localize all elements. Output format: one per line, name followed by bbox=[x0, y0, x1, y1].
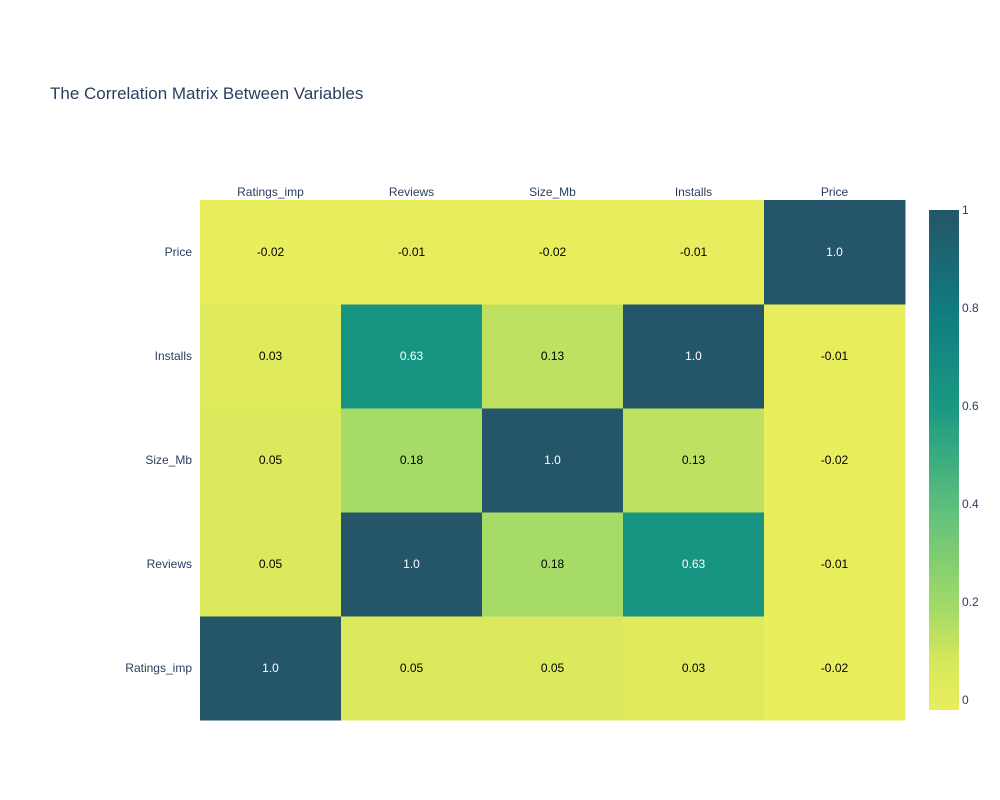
heatmap-cell bbox=[482, 616, 624, 721]
x-axis-labels: Ratings_imp Reviews Size_Mb Installs Price bbox=[237, 185, 848, 199]
heatmap-cell bbox=[764, 304, 906, 409]
cell-value-label: 0.05 bbox=[400, 661, 424, 675]
cell-value-label: -0.01 bbox=[821, 349, 849, 363]
y-tick-label: Reviews bbox=[147, 557, 192, 571]
heatmap-cell bbox=[200, 408, 342, 513]
heatmap-cell bbox=[764, 616, 906, 721]
colorbar-tick-label: 1 bbox=[962, 203, 969, 217]
x-tick-label: Ratings_imp bbox=[237, 185, 304, 199]
y-tick-label: Size_Mb bbox=[145, 453, 192, 467]
heatmap-cell bbox=[764, 408, 906, 513]
cell-value-label: 1.0 bbox=[403, 557, 420, 571]
cell-value-label: 0.63 bbox=[682, 557, 706, 571]
heatmap-cell bbox=[200, 304, 342, 409]
colorbar-tick-label: 0.6 bbox=[962, 399, 979, 413]
x-tick-label: Installs bbox=[675, 185, 712, 199]
heatmap-cell bbox=[623, 304, 765, 409]
heatmap-cell bbox=[623, 512, 765, 617]
cell-value-label: 1.0 bbox=[826, 245, 843, 259]
heatmap-cell bbox=[623, 408, 765, 513]
cell-value-label: 0.18 bbox=[400, 453, 424, 467]
colorbar-gradient bbox=[929, 210, 959, 710]
heatmap-cell bbox=[341, 512, 483, 617]
heatmap-cell bbox=[341, 200, 483, 305]
heatmap-cell bbox=[200, 616, 342, 721]
heatmap-cell bbox=[200, 200, 342, 305]
cell-value-label: 0.05 bbox=[541, 661, 565, 675]
cell-value-label: 1.0 bbox=[262, 661, 279, 675]
cell-value-label: -0.01 bbox=[398, 245, 426, 259]
cell-value-label: -0.01 bbox=[680, 245, 708, 259]
cell-value-label: -0.02 bbox=[539, 245, 567, 259]
x-tick-label: Reviews bbox=[389, 185, 434, 199]
cell-value-label: -0.02 bbox=[821, 661, 849, 675]
cell-value-label: -0.02 bbox=[821, 453, 849, 467]
cell-value-label: 0.18 bbox=[541, 557, 565, 571]
chart-title: The Correlation Matrix Between Variables bbox=[50, 84, 364, 103]
heatmap-cell bbox=[623, 616, 765, 721]
heatmap-cell bbox=[482, 304, 624, 409]
heatmap-cell bbox=[764, 200, 906, 305]
x-tick-label: Price bbox=[821, 185, 849, 199]
y-tick-label: Price bbox=[165, 245, 193, 259]
heatmap-cell bbox=[341, 304, 483, 409]
heatmap-cells: 1.0 0.05 0.05 0.03 -0.02 0.05 1.0 0.18 0.63 -0.01… bbox=[200, 200, 906, 721]
colorbar-ticks: 0 0.2 0.4 0.6 0.8 1 bbox=[962, 203, 979, 707]
y-tick-label: Installs bbox=[155, 349, 192, 363]
x-tick-label: Size_Mb bbox=[529, 185, 576, 199]
heatmap-cell bbox=[482, 200, 624, 305]
y-axis-labels: Ratings_imp Reviews Size_Mb Installs Price bbox=[125, 245, 192, 675]
heatmap-cell bbox=[341, 616, 483, 721]
colorbar-tick-label: 0.2 bbox=[962, 595, 979, 609]
heatmap-cell bbox=[482, 512, 624, 617]
heatmap-cell bbox=[341, 408, 483, 513]
colorbar-tick-label: 0 bbox=[962, 693, 969, 707]
cell-value-label: 1.0 bbox=[544, 453, 561, 467]
cell-value-label: 0.03 bbox=[682, 661, 706, 675]
heatmap-cell bbox=[200, 512, 342, 617]
cell-value-label: 0.03 bbox=[259, 349, 283, 363]
heatmap-cell bbox=[482, 408, 624, 513]
colorbar-tick-label: 0.4 bbox=[962, 497, 979, 511]
heatmap-cell bbox=[623, 200, 765, 305]
cell-value-label: -0.02 bbox=[257, 245, 285, 259]
cell-value-label: 0.05 bbox=[259, 557, 283, 571]
colorbar-tick-label: 0.8 bbox=[962, 301, 979, 315]
heatmap-cell bbox=[764, 512, 906, 617]
cell-value-label: 1.0 bbox=[685, 349, 702, 363]
cell-value-label: 0.13 bbox=[682, 453, 706, 467]
colorbar: 0 0.2 0.4 0.6 0.8 1 bbox=[929, 203, 979, 710]
cell-value-label: 0.63 bbox=[400, 349, 424, 363]
y-tick-label: Ratings_imp bbox=[125, 661, 192, 675]
cell-value-label: 0.05 bbox=[259, 453, 283, 467]
cell-value-label: -0.01 bbox=[821, 557, 849, 571]
cell-value-label: 0.13 bbox=[541, 349, 565, 363]
